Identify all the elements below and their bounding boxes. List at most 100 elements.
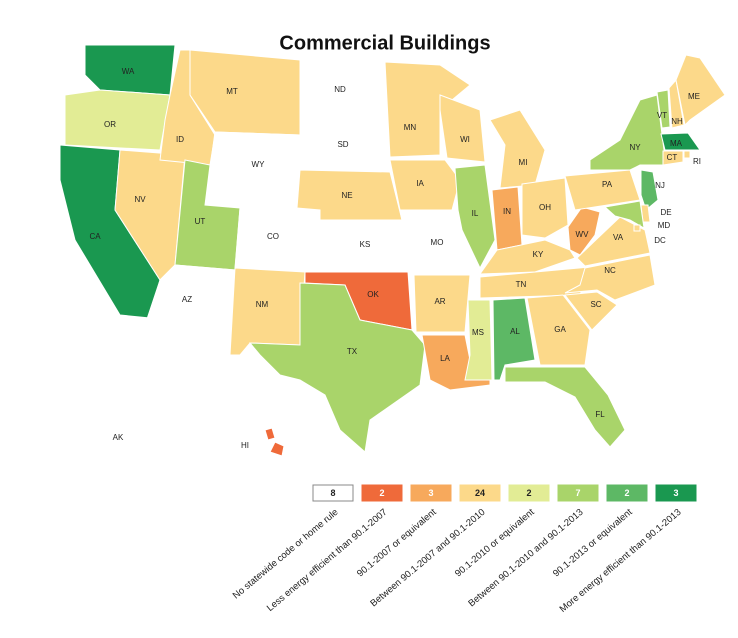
legend-swatch bbox=[655, 484, 697, 502]
state-label: VT bbox=[657, 111, 667, 120]
state-label: CO bbox=[267, 232, 279, 241]
legend-swatch bbox=[361, 484, 403, 502]
state-shape bbox=[264, 427, 276, 441]
legend-count: 7 bbox=[575, 488, 580, 498]
state-label: CT bbox=[667, 153, 678, 162]
state-shape bbox=[683, 150, 691, 159]
legend-count: 24 bbox=[475, 488, 485, 498]
state-label: WI bbox=[460, 135, 470, 144]
state-label: LA bbox=[440, 354, 450, 363]
legend-swatch bbox=[312, 484, 354, 502]
state-shape bbox=[564, 169, 641, 211]
state-label: GA bbox=[554, 325, 566, 334]
state-label: ND bbox=[334, 85, 346, 94]
legend-count: 2 bbox=[624, 488, 629, 498]
state-shape bbox=[675, 54, 726, 127]
state-shape bbox=[656, 89, 671, 129]
state-shape bbox=[603, 200, 645, 229]
legend-count: 8 bbox=[330, 488, 335, 498]
legend-swatch bbox=[410, 484, 452, 502]
state-label: MN bbox=[404, 123, 417, 132]
map-title: Commercial Buildings bbox=[279, 32, 490, 54]
state-label: IN bbox=[503, 207, 511, 216]
state-label: TN bbox=[516, 280, 527, 289]
state-label: MO bbox=[431, 238, 444, 247]
state-label: NJ bbox=[655, 181, 665, 190]
state-shape bbox=[576, 216, 651, 267]
legend-label: 90.1-2007 or equivalent bbox=[355, 507, 439, 580]
state-label: ID bbox=[176, 135, 184, 144]
state-label: MI bbox=[519, 158, 528, 167]
state-shape bbox=[589, 94, 669, 171]
state-label: DC bbox=[654, 236, 666, 245]
state-shape bbox=[633, 224, 641, 232]
state-label: FL bbox=[595, 410, 605, 419]
state-shape bbox=[204, 131, 301, 209]
state-label: KY bbox=[533, 250, 544, 259]
state-shape bbox=[564, 291, 618, 331]
state-label: NC bbox=[604, 266, 616, 275]
state-shape bbox=[491, 186, 523, 251]
state-label: WA bbox=[122, 67, 135, 76]
state-label: MD bbox=[658, 221, 671, 230]
state-label: RI bbox=[693, 157, 701, 166]
state-label: KS bbox=[360, 240, 371, 249]
state-label: AK bbox=[113, 433, 124, 442]
legend-swatch bbox=[557, 484, 599, 502]
state-shape bbox=[479, 239, 576, 275]
state-label: VA bbox=[613, 233, 624, 242]
state-shape bbox=[504, 366, 626, 448]
state-label: UT bbox=[195, 217, 206, 226]
state-label: OK bbox=[367, 290, 379, 299]
state-label: IA bbox=[416, 179, 424, 188]
state-label: NE bbox=[341, 191, 352, 200]
states: WA OR CA NV ID MT WY UT CO AZ NM ND SD NE KS OK TX MN IA MO… bbox=[39, 44, 726, 511]
state-shape bbox=[39, 379, 231, 511]
state-label: NH bbox=[671, 117, 683, 126]
state-shape bbox=[248, 282, 426, 453]
state-label: MT bbox=[226, 87, 238, 96]
state-label: TX bbox=[347, 347, 358, 356]
state-label: OR bbox=[104, 120, 116, 129]
legend-swatch bbox=[508, 484, 550, 502]
state-label: HI bbox=[241, 441, 249, 450]
state-shape bbox=[464, 299, 493, 381]
legend-count: 3 bbox=[673, 488, 678, 498]
legend-swatch bbox=[459, 484, 501, 502]
state-label: ME bbox=[688, 92, 700, 101]
state-label: MS bbox=[472, 328, 484, 337]
state-shape bbox=[526, 294, 591, 366]
state-shape bbox=[413, 274, 471, 333]
legend-count: 2 bbox=[526, 488, 531, 498]
state-label: AZ bbox=[182, 295, 192, 304]
legend-label: 90.1-2010 or equivalent bbox=[453, 507, 537, 580]
legend-swatch bbox=[606, 484, 648, 502]
legend-count: 3 bbox=[428, 488, 433, 498]
state-shape bbox=[64, 89, 171, 151]
state-label: SC bbox=[590, 300, 601, 309]
state-shape bbox=[564, 254, 656, 301]
state-shape bbox=[399, 209, 481, 273]
state-shape bbox=[640, 169, 659, 211]
state-label: CA bbox=[89, 232, 101, 241]
state-shape bbox=[662, 150, 684, 166]
state-shape bbox=[492, 297, 536, 381]
state-shape bbox=[660, 132, 701, 151]
state-label: OH bbox=[539, 203, 551, 212]
state-label: WV bbox=[576, 230, 590, 239]
state-label: WY bbox=[252, 160, 266, 169]
state-shape bbox=[521, 177, 569, 239]
state-label: NM bbox=[256, 300, 269, 309]
legend-count: 2 bbox=[379, 488, 384, 498]
state-shape bbox=[454, 164, 496, 270]
state-label: AR bbox=[434, 297, 445, 306]
state-shape bbox=[229, 267, 306, 356]
state-label: AL bbox=[510, 327, 520, 336]
legend-label: 90.1-2013 or equivalent bbox=[551, 507, 635, 580]
state-label: PA bbox=[602, 180, 613, 189]
state-label: NY bbox=[629, 143, 641, 152]
state-label: SD bbox=[337, 140, 348, 149]
state-shape bbox=[668, 78, 685, 129]
